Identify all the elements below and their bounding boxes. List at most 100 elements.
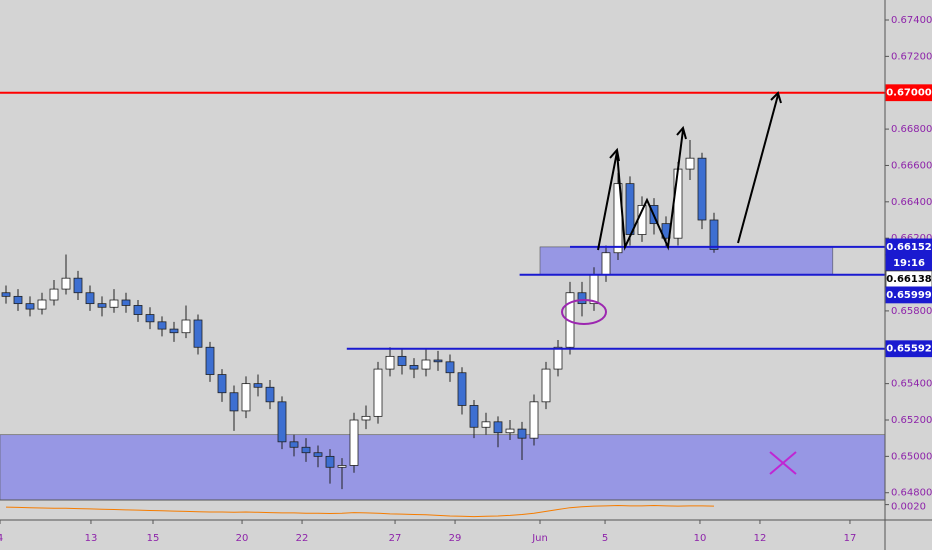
candle-body	[337, 465, 347, 468]
x-tick-label: 4	[0, 533, 3, 544]
candle-body	[97, 303, 107, 308]
candle-body	[577, 292, 587, 305]
candle-body	[385, 355, 395, 370]
candle-body	[121, 299, 131, 306]
candle-body	[493, 421, 503, 434]
x-tick-label: 10	[694, 533, 707, 544]
candle-body	[673, 168, 683, 239]
price-label: 19:16	[893, 258, 925, 269]
candle-body	[325, 455, 335, 468]
x-tick-label: 15	[147, 533, 160, 544]
y-tick-label: 0.66800	[891, 124, 932, 135]
candle-body	[469, 405, 479, 428]
candle-body	[37, 299, 47, 310]
candle-body	[217, 374, 227, 394]
candle-body	[589, 274, 599, 305]
zone	[539, 246, 834, 276]
x-tick-label: 22	[296, 533, 309, 544]
y-tick-label: 0.65400	[891, 379, 932, 390]
candle-body	[193, 319, 203, 348]
candle-body	[361, 415, 371, 421]
candle-body	[181, 319, 191, 334]
x-tick-label: 27	[389, 533, 402, 544]
candle-body	[421, 359, 431, 370]
y-tick-label: 0.67400	[891, 15, 932, 26]
candle-body	[241, 383, 251, 412]
candle-body	[85, 292, 95, 305]
candle-body	[481, 421, 491, 428]
arrow-head	[609, 147, 620, 162]
candle-body	[73, 277, 83, 294]
candle-body	[541, 368, 551, 403]
candle-body	[109, 299, 119, 308]
x-tick-label: 20	[236, 533, 249, 544]
price-label: 0.65999	[886, 290, 932, 301]
cross-stroke	[769, 451, 797, 475]
candle-body	[433, 359, 443, 363]
candle-body	[457, 372, 467, 406]
candle-body	[397, 355, 407, 366]
x-tick-label: 13	[85, 533, 98, 544]
candle-body	[553, 346, 563, 370]
drawings	[561, 91, 797, 475]
candle-body	[253, 383, 263, 388]
candle-body	[229, 392, 239, 412]
candle-body	[517, 428, 527, 439]
pattern-arrows	[597, 91, 782, 251]
x-tick-label: 29	[449, 533, 462, 544]
candle-body	[61, 277, 71, 290]
cross-mark	[769, 451, 797, 475]
candle-body	[145, 314, 155, 323]
candle-body	[265, 386, 275, 403]
price-label: 0.66152	[886, 242, 932, 253]
candle-body	[349, 419, 359, 466]
candle-body	[697, 157, 707, 221]
indicator-tick-label: 0.0020	[891, 502, 926, 513]
x-tick-label: Jun	[531, 533, 548, 544]
candle-body	[409, 365, 419, 370]
pattern-line	[597, 129, 684, 251]
candle-body	[1, 292, 11, 297]
y-tick-label: 0.64800	[891, 488, 932, 499]
y-tick-label: 0.65200	[891, 415, 932, 426]
candle-body	[529, 401, 539, 439]
candle-body	[49, 288, 59, 301]
price-label-box	[885, 84, 932, 102]
candle-body	[205, 346, 215, 375]
highlight-ellipse	[561, 299, 607, 325]
candle-body	[277, 401, 287, 443]
candle-body	[625, 183, 635, 235]
indicator-line	[5, 505, 715, 518]
candle-body	[289, 441, 299, 448]
candle-body	[169, 328, 179, 334]
y-tick-label: 0.66400	[891, 197, 932, 208]
x-tick-label: 12	[754, 533, 767, 544]
candle-body	[25, 303, 35, 310]
price-label: 0.66138	[886, 274, 932, 285]
price-label-box	[885, 286, 932, 304]
candle-body	[373, 368, 383, 417]
x-tick-label: 5	[602, 533, 608, 544]
candle-body	[313, 452, 323, 457]
price-label-box	[885, 340, 932, 358]
candle-body	[13, 295, 23, 305]
candle-body	[601, 252, 611, 275]
candle-body	[157, 321, 167, 330]
candle-body	[709, 219, 719, 250]
candle-body	[133, 305, 143, 315]
price-label: 0.65592	[886, 344, 932, 355]
candle-body	[301, 446, 311, 454]
arrow-head	[770, 91, 782, 104]
candle-body	[685, 157, 695, 170]
y-tick-label: 0.67200	[891, 51, 932, 62]
price-label: 0.67000	[886, 88, 932, 99]
x-tick-label: 17	[844, 533, 857, 544]
price-labels: 0.67000 0.66152 19:16 0.66138 0.65999 0.65592	[885, 84, 932, 358]
y-tick-label: 0.65800	[891, 306, 932, 317]
y-tick-label: 0.65000	[891, 451, 932, 462]
y-tick-label: 0.66600	[891, 160, 932, 171]
zone	[0, 434, 886, 501]
candle-body	[445, 361, 455, 374]
